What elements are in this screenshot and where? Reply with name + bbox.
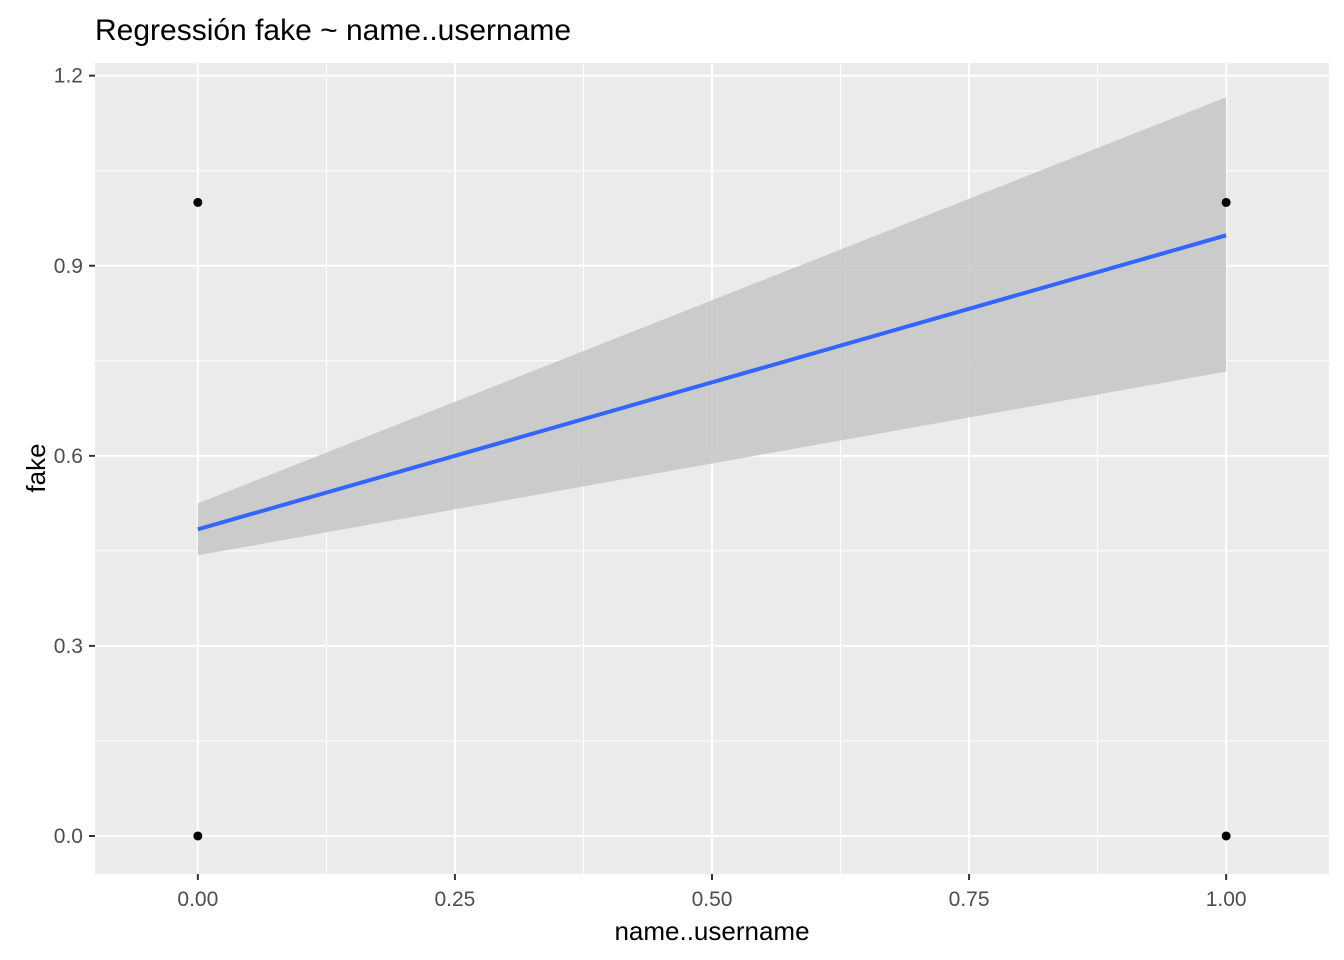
x-tick-label: 0.75 bbox=[949, 888, 990, 911]
y-tick-label: 0.9 bbox=[54, 255, 83, 278]
fit-line-layer bbox=[197, 233, 1227, 532]
data-point bbox=[193, 197, 203, 207]
regression-line bbox=[197, 233, 1227, 532]
points-layer bbox=[193, 197, 1231, 841]
y-axis-title: fake bbox=[21, 443, 51, 492]
x-tick-label: 0.50 bbox=[692, 888, 733, 911]
x-axis: 0.00 0.25 0.50 0.75 1.00 bbox=[177, 874, 1247, 911]
confidence-band bbox=[197, 97, 1227, 556]
x-tick-label: 1.00 bbox=[1206, 888, 1247, 911]
y-tick-label: 1.2 bbox=[54, 65, 83, 88]
confidence-band-layer bbox=[197, 97, 1227, 556]
x-tick-label: 0.00 bbox=[177, 888, 218, 911]
y-tick-label: 0.0 bbox=[54, 825, 83, 848]
data-point bbox=[193, 831, 203, 841]
x-tick-label: 0.25 bbox=[434, 888, 475, 911]
data-point bbox=[1221, 197, 1231, 207]
y-tick-label: 0.6 bbox=[54, 445, 83, 468]
chart-title: Regressión fake ~ name..username bbox=[95, 14, 571, 47]
y-axis: 0.0 0.3 0.6 0.9 1.2 bbox=[54, 65, 95, 848]
data-point bbox=[1221, 831, 1231, 841]
y-tick-label: 0.3 bbox=[54, 635, 83, 658]
x-axis-title: name..username bbox=[614, 916, 809, 946]
